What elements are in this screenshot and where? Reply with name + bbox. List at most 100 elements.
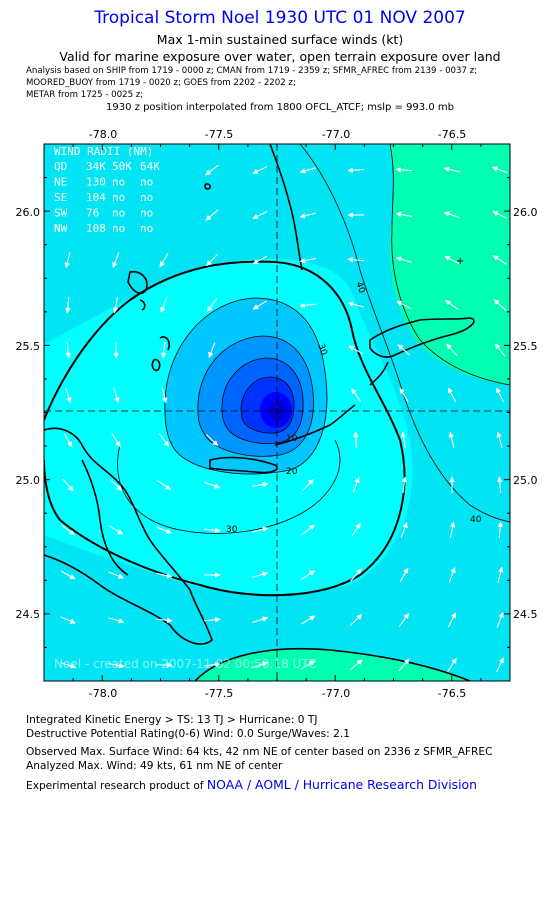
- wind-vector-arrow: [351, 522, 361, 537]
- wind-vector-arrow: [350, 568, 362, 582]
- coast-long-island: [369, 317, 475, 358]
- contour-label-10: 10: [286, 434, 298, 444]
- wind-vector-arrow: [350, 387, 362, 402]
- wind-vector-arrow: [60, 616, 76, 624]
- wind-vector-arrow: [252, 300, 268, 310]
- wind-vector-arrow: [252, 255, 268, 265]
- wind-vector-arrow: [398, 613, 410, 627]
- contour-label-20: 20: [286, 467, 298, 477]
- wind-vector-arrow: [299, 212, 316, 219]
- center-crosshair: [44, 144, 510, 681]
- wind-radii-header: WIND RADII (NM): [54, 145, 153, 158]
- wind-vector-arrow: [159, 252, 169, 268]
- wind-vector-arrow: [395, 166, 413, 173]
- lon-label-top-76.5: -76.5: [438, 128, 466, 141]
- wind-vector-arrow: [156, 572, 173, 579]
- wind-radii-column-header: 64K: [140, 160, 160, 173]
- wind-vector-arrow: [63, 432, 73, 448]
- wind-vector-arrow: [252, 571, 269, 578]
- lat-label-left-25.5: 25.5: [16, 340, 41, 353]
- wind-vector-arrow: [112, 252, 120, 268]
- wind-vector-arrow: [252, 661, 269, 669]
- map-subtitle-validity: Valid for marine exposure over water, op…: [59, 49, 501, 64]
- wind-vector-arrow: [204, 481, 221, 489]
- wind-vector-arrow: [496, 431, 503, 448]
- credit-link[interactable]: NOAA / AOML / Hurricane Research Divisio…: [206, 777, 477, 792]
- wind-vector-arrow: [203, 527, 221, 534]
- wind-vector-arrow: [399, 387, 409, 403]
- contour-labels: 40 30 20 10 30 40: [226, 281, 482, 535]
- wind-radii-cell: 104: [86, 191, 106, 204]
- contour-40kt-east: [389, 144, 510, 386]
- wind-vector-arrow: [400, 521, 408, 538]
- analysis-sources-line-1: Analysis based on SHIP from 1719 - 0000 …: [26, 66, 478, 76]
- credit-prefix: Experimental research product of: [26, 780, 207, 792]
- wind-vector-arrow: [62, 478, 74, 492]
- wind-vector-arrow: [252, 210, 268, 220]
- contour-30kt-south: [117, 439, 341, 534]
- creation-watermark: Noel - created on 2007-11-02 00:50:18 UT…: [54, 657, 316, 671]
- axis-ticks: [43, 143, 511, 682]
- wind-vector-arrow: [401, 476, 408, 494]
- wind-vector-arrow: [352, 476, 360, 493]
- wind-vector-arrow: [252, 616, 269, 623]
- ike-text: Integrated Kinetic Energy > TS: 13 TJ > …: [26, 714, 318, 726]
- contour-10kt: [240, 376, 295, 434]
- wind-vector-arrow: [108, 525, 124, 535]
- coast-island-f: [204, 183, 211, 190]
- wind-radii-cell: no: [140, 207, 153, 220]
- wind-vector-arrow: [156, 526, 172, 534]
- wind-vector-arrow: [397, 344, 411, 356]
- wind-vector-arrow: [495, 657, 505, 673]
- wind-radii-cell: no: [140, 176, 153, 189]
- wind-vector-arrow: [444, 255, 460, 265]
- wind-vector-arrow: [300, 660, 316, 670]
- coast-island-c: [159, 336, 171, 351]
- wind-vector-arrow: [448, 566, 456, 583]
- lon-label-top-77.0: -77.0: [322, 128, 350, 141]
- wind-vector-arrow: [395, 256, 412, 263]
- lon-label-top-77.5: -77.5: [205, 128, 233, 141]
- wind-vector-arrow: [395, 211, 412, 218]
- wind-vector-arrow: [396, 300, 412, 310]
- wind-vector-arrow: [399, 567, 409, 583]
- wind-vector-arrow: [205, 433, 219, 447]
- wind-vector-arrow: [446, 343, 458, 357]
- wind-vector-arrow: [158, 433, 170, 447]
- lon-label-top-78.0: -78.0: [89, 128, 117, 141]
- wind-vector-arrow: [443, 166, 460, 173]
- wind-vector-arrow: [448, 431, 455, 448]
- wind-vector-arrow: [155, 617, 173, 624]
- wind-radii-table: WIND RADII (NM) QD 34K 50K 64K NE 130 no no SE 10…: [54, 145, 160, 235]
- coast-island-e: [139, 299, 146, 311]
- coast-island-g: [369, 361, 389, 386]
- wind-vector-arrow: [347, 301, 364, 308]
- wind-vector-arrow: [203, 616, 221, 623]
- lon-label-bottom-78.0: -78.0: [89, 687, 117, 700]
- contour-20kt: [197, 335, 314, 457]
- wind-vector-arrow: [347, 167, 365, 173]
- wind-vector-arrow: [299, 167, 316, 174]
- contour-34kt-thick: [44, 260, 406, 597]
- wind-radii-cell: 76: [86, 207, 99, 220]
- wind-vector-arrow: [111, 432, 121, 448]
- coast-eleuthera: [269, 144, 303, 271]
- wind-vector-arrow: [161, 387, 168, 404]
- wind-radii-cell: SE: [54, 191, 67, 204]
- wind-vector-arrow: [204, 661, 221, 668]
- wind-vectors: [60, 164, 508, 673]
- contour-lines: [117, 144, 510, 534]
- credit-line: Experimental research product of NOAA / …: [26, 777, 477, 792]
- wind-vector-arrow: [65, 387, 72, 404]
- contour-30kt: [164, 297, 328, 475]
- wind-vector-arrow: [205, 253, 219, 267]
- lat-label-right-24.5: 24.5: [513, 608, 538, 621]
- wind-vector-arrow: [497, 566, 504, 583]
- wind-vector-arrow: [302, 478, 314, 492]
- wind-vector-arrow: [205, 209, 219, 221]
- wind-vector-arrow: [447, 657, 457, 673]
- wind-vector-arrow: [447, 387, 457, 403]
- contour-40kt: [299, 144, 510, 523]
- wind-vector-arrow: [398, 658, 410, 672]
